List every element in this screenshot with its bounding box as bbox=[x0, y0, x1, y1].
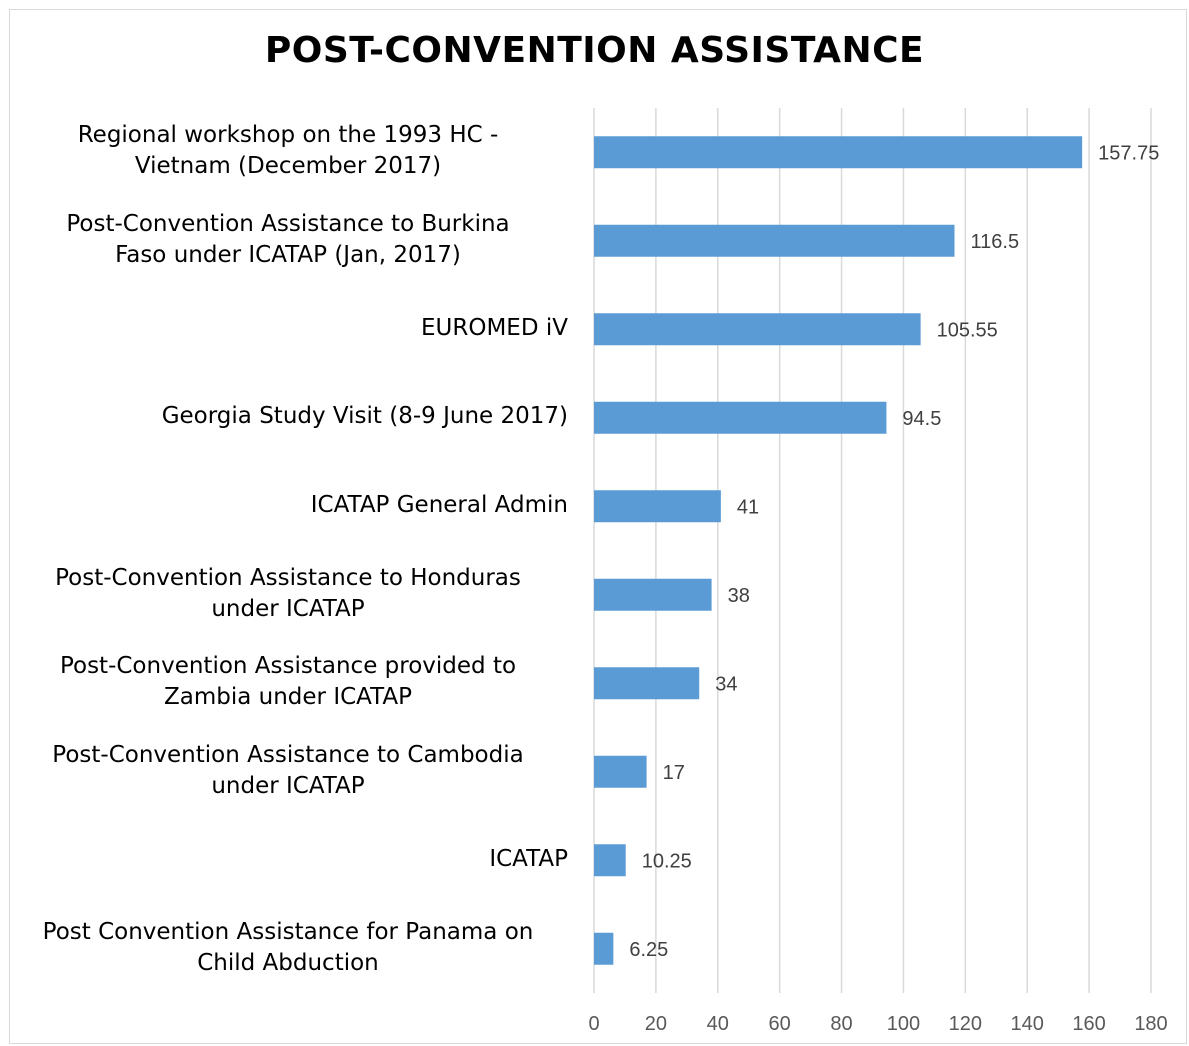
category-label-line: Faso under ICATAP (Jan, 2017) bbox=[115, 241, 461, 268]
category-label-line: under ICATAP bbox=[211, 772, 365, 799]
category-label-line: Regional workshop on the 1993 HC - bbox=[77, 122, 499, 149]
y-category-label: EUROMED iV bbox=[8, 313, 568, 344]
category-label-line: Post-Convention Assistance to Burkina bbox=[66, 210, 510, 237]
x-tick-label: 180 bbox=[1134, 1013, 1167, 1035]
chart-title: POST-CONVENTION ASSISTANCE bbox=[264, 30, 925, 71]
y-category-label: Post-Convention Assistance to Burkina Fas… bbox=[8, 209, 568, 271]
x-tick-label: 80 bbox=[830, 1013, 852, 1035]
category-label-line: ICATAP General Admin bbox=[310, 491, 568, 518]
category-label-line: Vietnam (December 2017) bbox=[134, 153, 442, 180]
x-tick-label: 140 bbox=[1011, 1013, 1044, 1035]
x-tick-label: 60 bbox=[769, 1013, 791, 1035]
data-label: 116.5 bbox=[971, 231, 1020, 253]
bar bbox=[594, 401, 887, 434]
bar bbox=[594, 755, 647, 788]
category-label-line: ICATAP bbox=[489, 845, 568, 872]
data-label: 157.75 bbox=[1098, 142, 1159, 164]
bar bbox=[594, 844, 626, 877]
bar bbox=[594, 667, 700, 700]
data-label: 105.55 bbox=[937, 319, 998, 341]
bar bbox=[594, 578, 712, 611]
y-category-label: ICATAP bbox=[8, 844, 568, 875]
y-category-label: ICATAP General Admin bbox=[8, 490, 568, 521]
category-label-line: under ICATAP bbox=[211, 595, 365, 622]
x-tick-label: 160 bbox=[1072, 1013, 1105, 1035]
x-tick-label: 20 bbox=[645, 1013, 667, 1035]
data-label: 94.5 bbox=[902, 408, 941, 430]
data-label: 38 bbox=[728, 585, 750, 607]
category-label-line: Post-Convention Assistance to Honduras bbox=[55, 564, 521, 591]
y-category-label: Post-Convention Assistance to Honduras un… bbox=[8, 563, 568, 625]
bar bbox=[594, 313, 921, 346]
category-label-line: Post-Convention Assistance to Cambodia bbox=[52, 741, 524, 768]
x-tick-label: 120 bbox=[949, 1013, 982, 1035]
x-tick-label: 0 bbox=[588, 1013, 599, 1035]
category-label-line: Child Abduction bbox=[197, 949, 379, 976]
bar bbox=[594, 490, 721, 523]
data-label: 6.25 bbox=[629, 939, 668, 961]
category-label-line: Zambia under ICATAP bbox=[164, 684, 412, 711]
category-label-line: EUROMED iV bbox=[421, 314, 568, 341]
x-tick-label: 40 bbox=[707, 1013, 729, 1035]
data-label: 10.25 bbox=[642, 850, 692, 872]
x-tick-label: 100 bbox=[887, 1013, 920, 1035]
y-category-label: Post Convention Assistance for Panama on… bbox=[8, 917, 568, 979]
data-label: 41 bbox=[737, 496, 759, 518]
category-label-line: Georgia Study Visit (8-9 June 2017) bbox=[161, 403, 568, 430]
data-label: 34 bbox=[715, 673, 737, 695]
y-category-label: Post-Convention Assistance to Cambodia un… bbox=[8, 740, 568, 802]
data-label: 17 bbox=[663, 762, 685, 784]
y-category-label: Post-Convention Assistance provided to Za… bbox=[8, 651, 568, 713]
category-label-line: Post Convention Assistance for Panama on bbox=[42, 918, 534, 945]
y-category-label: Regional workshop on the 1993 HC - Vietna… bbox=[8, 120, 568, 182]
bar bbox=[594, 136, 1083, 169]
category-label-line: Post-Convention Assistance provided to bbox=[59, 653, 517, 680]
y-category-label: Georgia Study Visit (8-9 June 2017) bbox=[8, 401, 568, 432]
bar bbox=[594, 932, 614, 965]
bar bbox=[594, 224, 955, 257]
